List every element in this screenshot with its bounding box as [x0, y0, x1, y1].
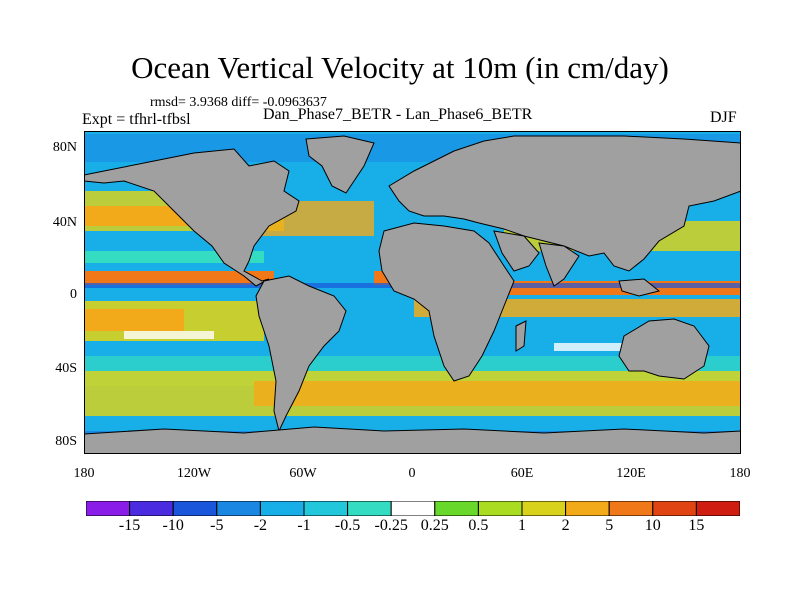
colorbar-label: -5	[210, 517, 224, 534]
lat-label-80s: 80S	[55, 434, 77, 449]
world-map	[84, 131, 741, 454]
lat-label-0: 0	[70, 287, 77, 302]
colorbar-swatch	[390, 501, 436, 516]
season-label: DJF	[710, 109, 737, 126]
colorbar-swatch	[216, 501, 261, 516]
india	[538, 242, 580, 287]
land	[84, 135, 741, 454]
colorbar-label: 2	[561, 517, 570, 534]
colorbar-swatch	[695, 501, 740, 516]
lat-label-80n: 80N	[52, 140, 77, 155]
expt-line: Expt = tfhrl-tfbsl	[82, 111, 191, 128]
lon-label-120e: 120E	[616, 466, 646, 481]
lon-label-0: 0	[408, 466, 416, 481]
colorbar-swatch	[347, 501, 392, 516]
experiment-name: Dan_Phase7_BETR - Lan_Phase6_BETR	[263, 106, 533, 123]
colorbar-swatch	[129, 501, 174, 516]
antarctica	[84, 426, 741, 454]
colorbar-label: 10	[644, 517, 661, 534]
colorbar-swatch	[652, 501, 697, 516]
colorbar-label: -10	[162, 517, 184, 534]
greenland	[305, 135, 375, 194]
colorbar-label: 15	[688, 517, 705, 534]
colorbar-label: 5	[605, 517, 614, 534]
lon-label-180w: 180	[73, 466, 95, 481]
stats-line: rmsd= 3.9368 diff= -0.0963637	[150, 95, 327, 110]
madagascar	[515, 320, 527, 352]
colorbar-label: -15	[118, 517, 141, 534]
lon-label-60w: 60W	[289, 466, 317, 481]
colorbar-label: -1	[297, 517, 311, 534]
colorbar	[86, 501, 740, 516]
colorbar-label: 1	[518, 517, 526, 534]
africa	[378, 222, 515, 382]
colorbar-swatch	[86, 501, 131, 516]
colorbar-label: -0.25	[374, 517, 408, 534]
plot-title: Ocean Vertical Velocity at 10m (in cm/da…	[131, 50, 669, 85]
lat-label-40n: 40N	[52, 215, 77, 230]
colorbar-label: -0.5	[334, 517, 361, 534]
lat-label-40s: 40S	[55, 361, 77, 376]
colorbar-swatch	[565, 501, 610, 516]
lon-label-180e: 180	[729, 466, 751, 481]
map-frame	[84, 131, 741, 454]
lon-label-60e: 60E	[510, 466, 534, 481]
colorbar-swatch	[259, 501, 305, 516]
colorbar-swatch	[477, 501, 523, 516]
colorbar-label: 0.25	[420, 517, 449, 534]
lon-label-120w: 120W	[176, 466, 212, 481]
arabia	[493, 230, 540, 272]
colorbar-swatch	[521, 501, 567, 516]
north-america	[84, 148, 300, 287]
australia	[618, 318, 710, 380]
colorbar-swatch	[608, 501, 654, 516]
colorbar-label: -2	[253, 517, 268, 534]
south-america	[255, 275, 347, 433]
colorbar-swatch	[172, 501, 218, 516]
colorbar-swatch	[434, 501, 479, 516]
colorbar-swatch	[303, 501, 349, 516]
maritime-continent	[618, 278, 661, 297]
eurasia	[388, 135, 741, 272]
colorbar-label: 0.5	[468, 517, 489, 534]
